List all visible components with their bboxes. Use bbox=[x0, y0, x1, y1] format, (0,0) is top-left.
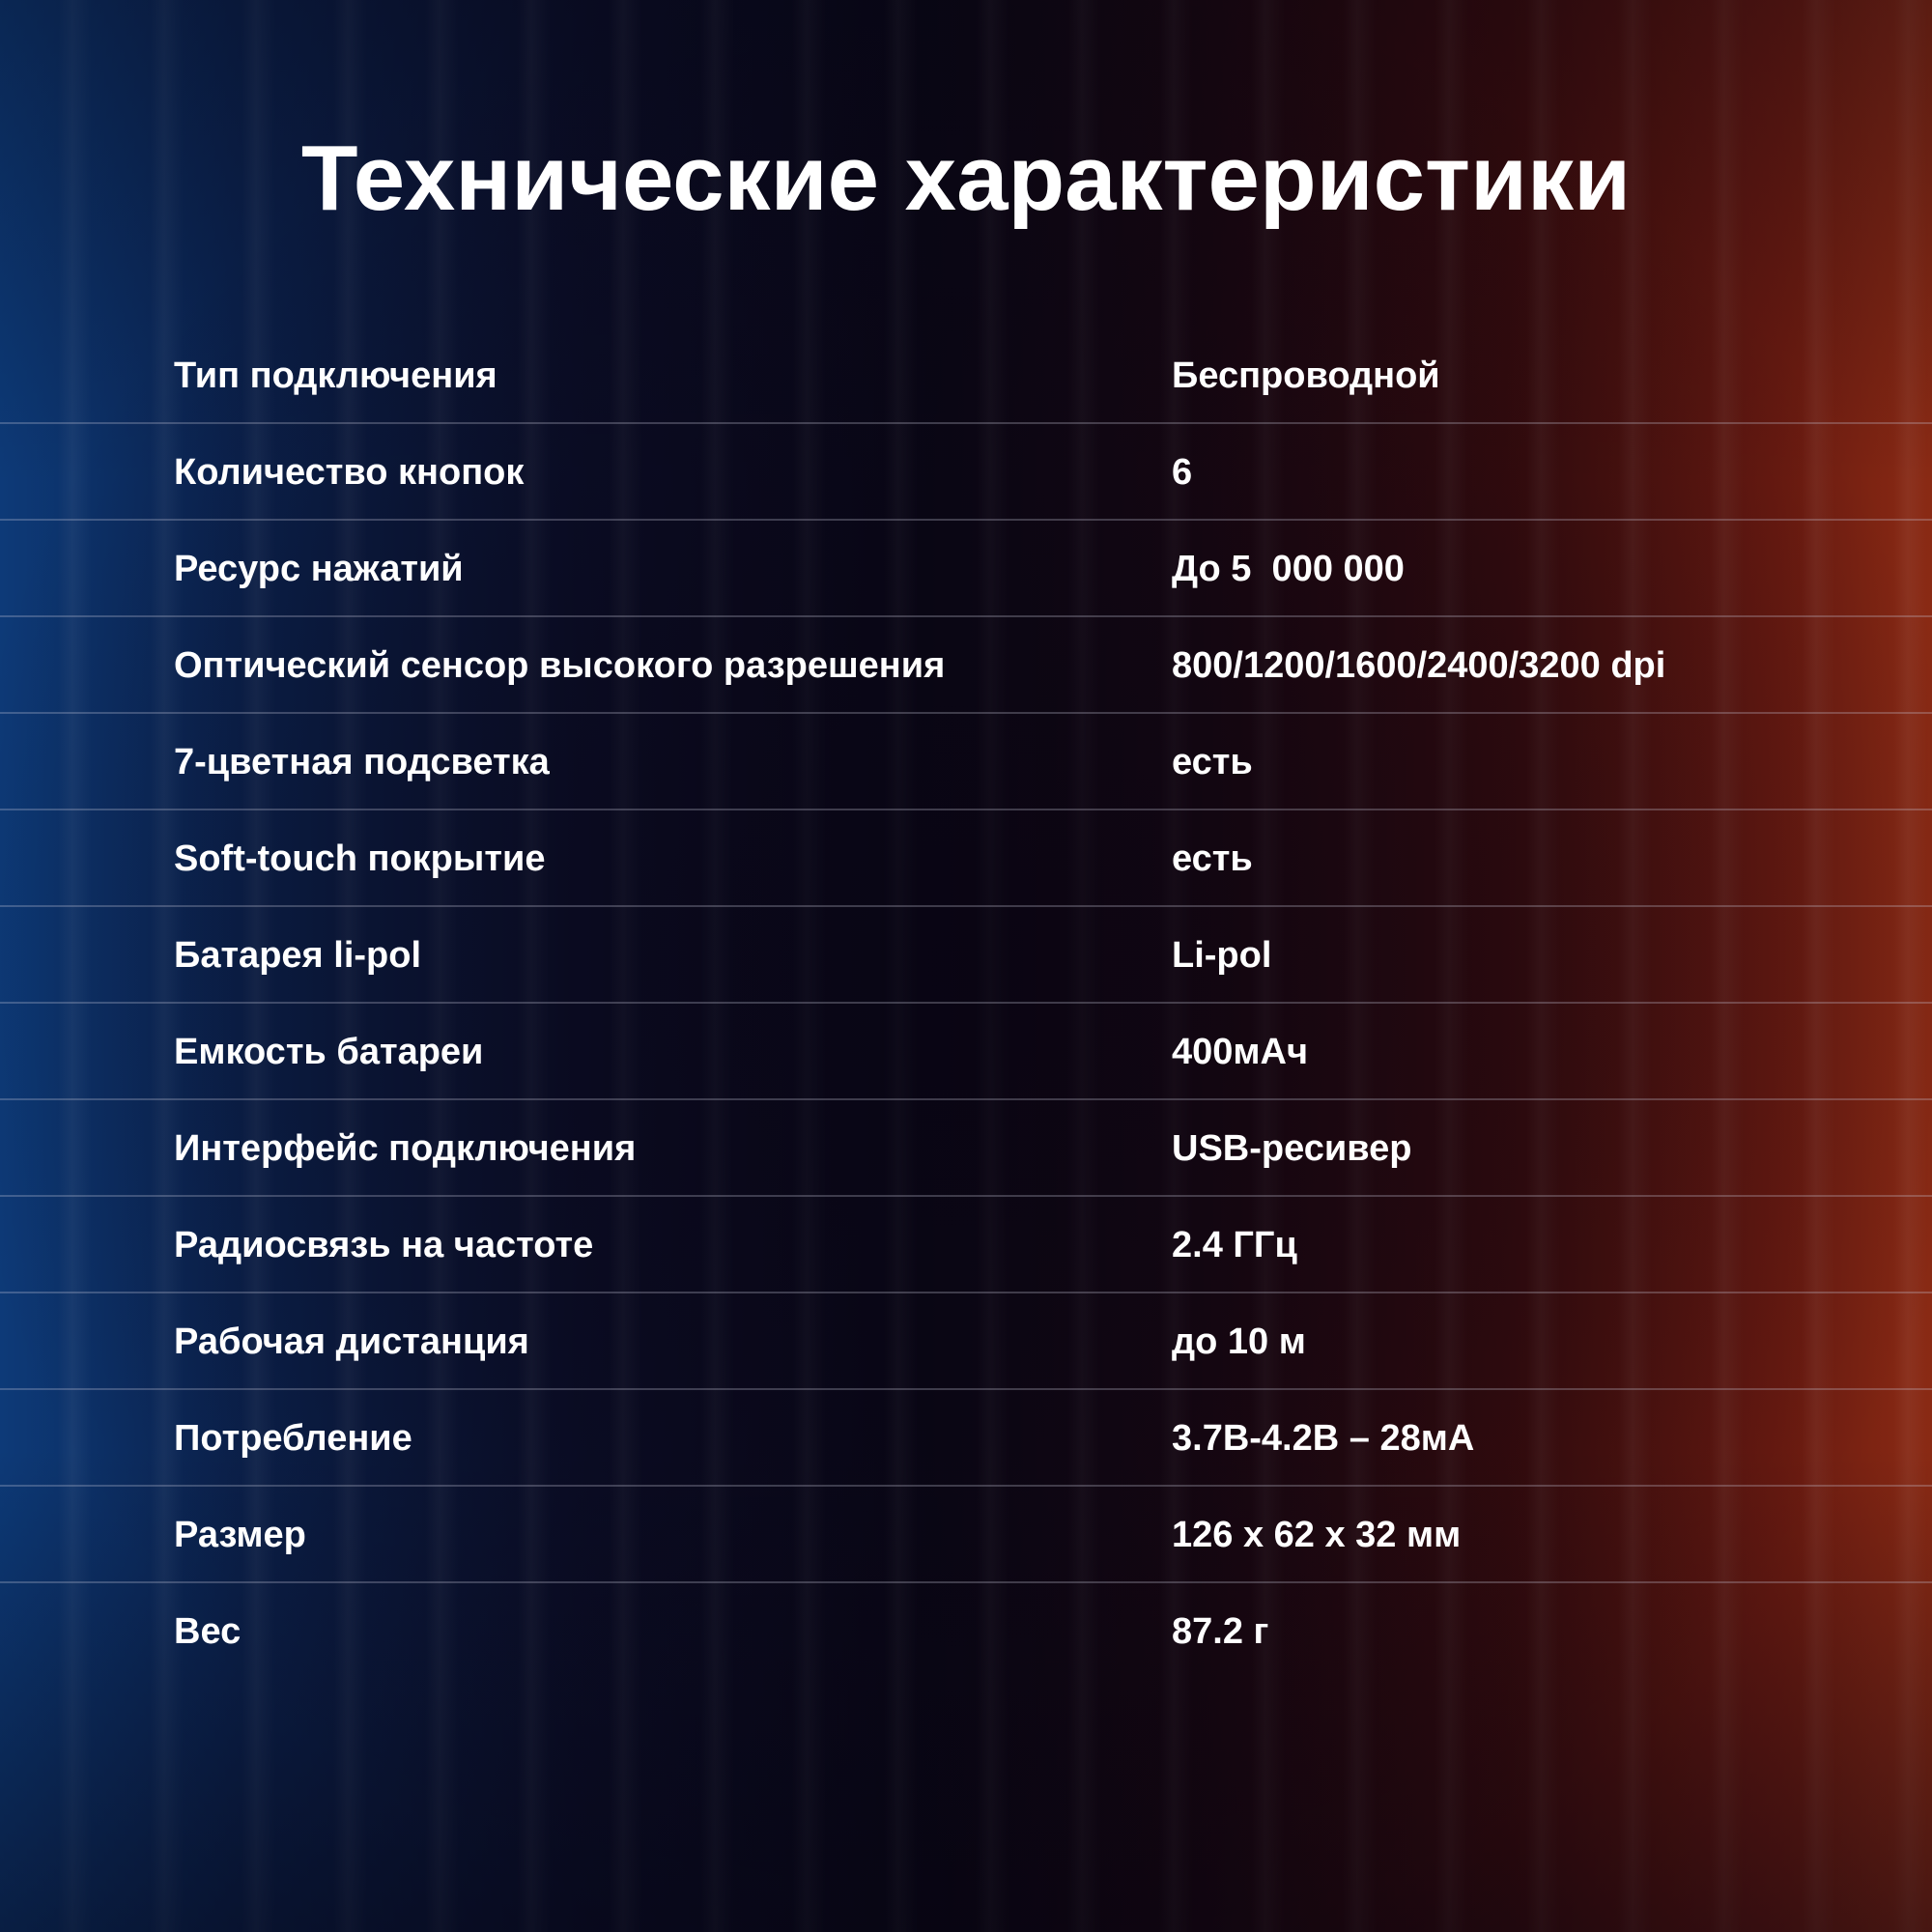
row-divider bbox=[0, 519, 1932, 521]
spec-row: Размер 126 x 62 x 32 мм bbox=[0, 1487, 1932, 1583]
spec-value: 6 bbox=[1172, 452, 1193, 493]
spec-label: Размер bbox=[174, 1515, 306, 1555]
spec-value: есть bbox=[1172, 742, 1253, 782]
row-divider bbox=[0, 1388, 1932, 1390]
row-divider bbox=[0, 1002, 1932, 1004]
spec-value: 400мАч bbox=[1172, 1032, 1309, 1072]
spec-value: USB-ресивер bbox=[1172, 1128, 1412, 1169]
page-title: Технические характеристики bbox=[300, 127, 1632, 230]
spec-row: Емкость батареи 400мАч bbox=[0, 1004, 1932, 1100]
spec-label: 7-цветная подсветка bbox=[174, 742, 550, 782]
spec-value: 87.2 г bbox=[1172, 1611, 1269, 1652]
spec-value: Беспроводной bbox=[1172, 355, 1440, 396]
row-divider bbox=[0, 1098, 1932, 1100]
spec-row: Тип подключения Беспроводной bbox=[0, 327, 1932, 424]
spec-label: Вес bbox=[174, 1611, 242, 1652]
spec-row: Вес 87.2 г bbox=[0, 1583, 1932, 1680]
spec-label: Батарея li-pol bbox=[174, 935, 422, 976]
row-divider bbox=[0, 1292, 1932, 1293]
spec-value: 3.7В-4.2В – 28мА bbox=[1172, 1418, 1475, 1459]
row-divider bbox=[0, 1485, 1932, 1487]
spec-value: Li-pol bbox=[1172, 935, 1272, 976]
row-divider bbox=[0, 712, 1932, 714]
spec-row: Ресурс нажатий До 5 000 000 bbox=[0, 521, 1932, 617]
spec-row: Потребление 3.7В-4.2В – 28мА bbox=[0, 1390, 1932, 1487]
spec-row: Рабочая дистанция до 10 м bbox=[0, 1293, 1932, 1390]
spec-value: есть bbox=[1172, 838, 1253, 879]
spec-label: Тип подключения bbox=[174, 355, 497, 396]
spec-row: Оптический сенсор высокого разрешения 800… bbox=[0, 617, 1932, 714]
spec-value: 2.4 ГГц bbox=[1172, 1225, 1297, 1265]
spec-row: Интерфейс подключения USB-ресивер bbox=[0, 1100, 1932, 1197]
spec-label: Интерфейс подключения bbox=[174, 1128, 637, 1169]
spec-row: Батарея li-pol Li-pol bbox=[0, 907, 1932, 1004]
spec-row: Soft-touch покрытие есть bbox=[0, 810, 1932, 907]
spec-value: До 5 000 000 bbox=[1172, 549, 1405, 589]
spec-label: Количество кнопок bbox=[174, 452, 525, 493]
spec-row: 7-цветная подсветка есть bbox=[0, 714, 1932, 810]
row-divider bbox=[0, 422, 1932, 424]
spec-label: Рабочая дистанция bbox=[174, 1321, 529, 1362]
spec-value: 126 x 62 x 32 мм bbox=[1172, 1515, 1462, 1555]
spec-row: Количество кнопок 6 bbox=[0, 424, 1932, 521]
spec-label: Оптический сенсор высокого разрешения bbox=[174, 645, 946, 686]
row-divider bbox=[0, 905, 1932, 907]
spec-value: 800/1200/1600/2400/3200 dpi bbox=[1172, 645, 1666, 686]
row-divider bbox=[0, 809, 1932, 810]
row-divider bbox=[0, 615, 1932, 617]
spec-label: Soft-touch покрытие bbox=[174, 838, 546, 879]
spec-label: Емкость батареи bbox=[174, 1032, 484, 1072]
row-divider bbox=[0, 1581, 1932, 1583]
spec-value: до 10 м bbox=[1172, 1321, 1306, 1362]
spec-row: Радиосвязь на частоте 2.4 ГГц bbox=[0, 1197, 1932, 1293]
spec-label: Потребление bbox=[174, 1418, 412, 1459]
spec-label: Радиосвязь на частоте bbox=[174, 1225, 594, 1265]
row-divider bbox=[0, 1195, 1932, 1197]
spec-label: Ресурс нажатий bbox=[174, 549, 464, 589]
